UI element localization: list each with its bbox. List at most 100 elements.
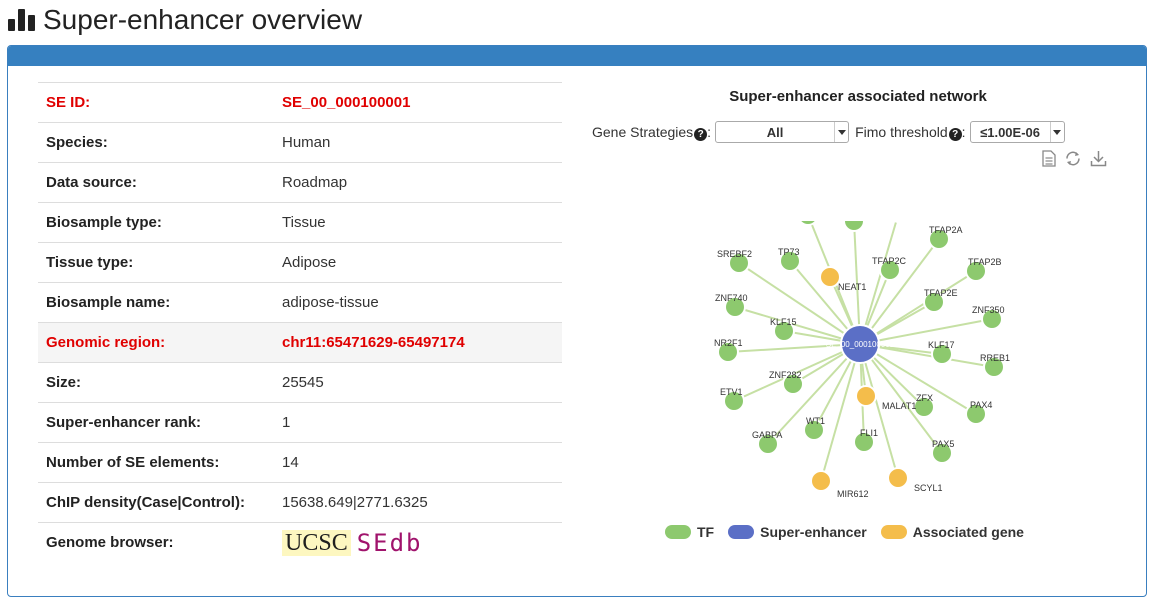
network-node-wt1[interactable]: WT1 [803, 416, 825, 441]
network-node-pax4[interactable]: PAX4 [965, 400, 992, 425]
node-circle[interactable] [782, 373, 804, 395]
network-node-zic2[interactable]: ZIC2 [843, 221, 866, 232]
center-node-circle[interactable] [840, 324, 880, 364]
network-node-tfap2a[interactable]: TFAP2A [928, 225, 963, 250]
info-key: Biosample type: [38, 202, 274, 243]
gene-strategies-value: All [766, 124, 784, 140]
network-tools [1042, 150, 1107, 167]
chevron-down-icon [834, 122, 848, 142]
info-value: SE_00_000100001 [274, 82, 562, 123]
node-label: ZNF350 [972, 305, 1005, 315]
node-circle[interactable] [757, 433, 779, 455]
info-key: Number of SE elements: [38, 442, 274, 483]
node-circle[interactable] [855, 385, 877, 407]
network-node-foxj3[interactable]: FOXJ3 [889, 221, 921, 223]
node-circle[interactable] [879, 259, 901, 281]
network-node-etv1[interactable]: ETV1 [720, 387, 745, 412]
node-circle[interactable] [965, 403, 987, 425]
node-circle[interactable] [810, 470, 832, 492]
network-node-zfx[interactable]: ZFX [913, 393, 935, 418]
network-node-gabpa[interactable]: GABPA [752, 430, 782, 455]
network-node-klf17[interactable]: KLF17 [928, 340, 955, 365]
network-title: Super-enhancer associated network [729, 88, 987, 105]
info-key: Genomic region: [38, 322, 274, 363]
network-edge [733, 343, 861, 402]
ucsc-link[interactable]: UCSC [282, 529, 351, 556]
sedb-link[interactable]: SEdb [356, 528, 423, 557]
gene-strategies-select[interactable]: All [715, 121, 850, 143]
node-circle[interactable] [728, 252, 750, 274]
node-circle[interactable] [887, 467, 909, 489]
node-circle[interactable] [981, 308, 1003, 330]
node-circle[interactable] [843, 221, 865, 232]
node-label: SREBF2 [717, 249, 752, 259]
node-label: TP73 [778, 247, 800, 257]
info-key: Super-enhancer rank: [38, 402, 274, 443]
node-circle[interactable] [724, 296, 746, 318]
node-circle[interactable] [983, 356, 1005, 378]
info-key: Biosample name: [38, 282, 274, 323]
network-node-znf282[interactable]: ZNF282 [769, 370, 804, 395]
network-node-center[interactable]: SE_00_000100001 [826, 324, 895, 364]
node-circle[interactable] [723, 390, 745, 412]
info-table: SE ID: SE_00_000100001 Species: Human Da… [38, 82, 562, 563]
network-node-tfap2c[interactable]: TFAP2C [872, 256, 907, 281]
network-node-scyl1[interactable]: SCYL1 [887, 467, 943, 493]
help-icon[interactable]: ? [694, 127, 708, 141]
network-node-srebf2[interactable]: SREBF2 [717, 249, 752, 274]
info-key: Tissue type: [38, 242, 274, 283]
network-node-neat1[interactable]: NEAT1 [819, 266, 866, 292]
info-key: Genome browser: [38, 522, 274, 563]
node-circle[interactable] [717, 341, 739, 363]
fimo-threshold-label: Fimo threshold?: [855, 123, 966, 141]
node-circle[interactable] [779, 250, 801, 272]
download-icon[interactable] [1090, 150, 1107, 167]
node-circle[interactable] [819, 266, 841, 288]
legend-item-super-enhancer: Super-enhancer [728, 524, 867, 540]
document-icon[interactable] [1042, 150, 1056, 167]
node-label: MALAT1 [882, 401, 916, 411]
network-node-rreb1[interactable]: RREB1 [980, 353, 1010, 378]
network-edge [859, 221, 898, 345]
network-node-nr2f1[interactable]: NR2F1 [714, 338, 743, 363]
node-circle[interactable] [913, 396, 935, 418]
network-node-tfap2e[interactable]: TFAP2E [923, 288, 958, 313]
network-node-pax5[interactable]: PAX5 [931, 439, 954, 464]
network-node-esrra[interactable]: ESRRA [780, 221, 818, 226]
fimo-threshold-select[interactable]: ≤1.00E-06 [969, 121, 1065, 143]
panel-heading [8, 46, 1146, 66]
node-circle[interactable] [923, 291, 945, 313]
network-node-tfap2b[interactable]: TFAP2B [965, 257, 1002, 282]
network-node-tp73[interactable]: TP73 [778, 247, 801, 272]
info-row-biosample-type: Biosample type: Tissue [38, 202, 562, 243]
node-circle[interactable] [853, 431, 875, 453]
network-edge [734, 306, 861, 345]
node-circle[interactable] [931, 343, 953, 365]
node-circle[interactable] [798, 221, 818, 226]
node-circle[interactable] [803, 419, 825, 441]
node-label: TFAP2C [872, 256, 907, 266]
node-label: KLF15 [770, 317, 797, 327]
network-edge [767, 343, 861, 445]
network-node-malat1[interactable]: MALAT1 [855, 385, 916, 411]
node-label: WT1 [806, 416, 825, 426]
network-edge [853, 221, 861, 345]
help-icon[interactable]: ? [948, 127, 962, 141]
network-node-znf350[interactable]: ZNF350 [972, 305, 1005, 330]
node-circle[interactable] [773, 320, 795, 342]
fimo-threshold-value: ≤1.00E-06 [980, 124, 1040, 140]
legend-swatch [728, 525, 755, 539]
network-node-fli1[interactable]: FLI1 [853, 428, 878, 453]
network-node-mir612[interactable]: MIR612 [810, 470, 869, 499]
node-label: NEAT1 [838, 282, 866, 292]
chevron-down-icon [1049, 122, 1064, 142]
node-circle[interactable] [931, 442, 953, 464]
network-graph[interactable]: ESRRA ZIC2 FOXJ3 TFAP2A SREBF2 TP73 TFAP2C TFAP… [698, 221, 1038, 531]
network-node-znf740[interactable]: ZNF740 [715, 293, 748, 318]
network-node-klf15[interactable]: KLF15 [770, 317, 797, 342]
node-circle[interactable] [889, 221, 909, 223]
node-circle[interactable] [928, 228, 950, 250]
node-circle[interactable] [965, 260, 987, 282]
network-edge [859, 343, 995, 368]
refresh-icon[interactable] [1064, 150, 1082, 167]
